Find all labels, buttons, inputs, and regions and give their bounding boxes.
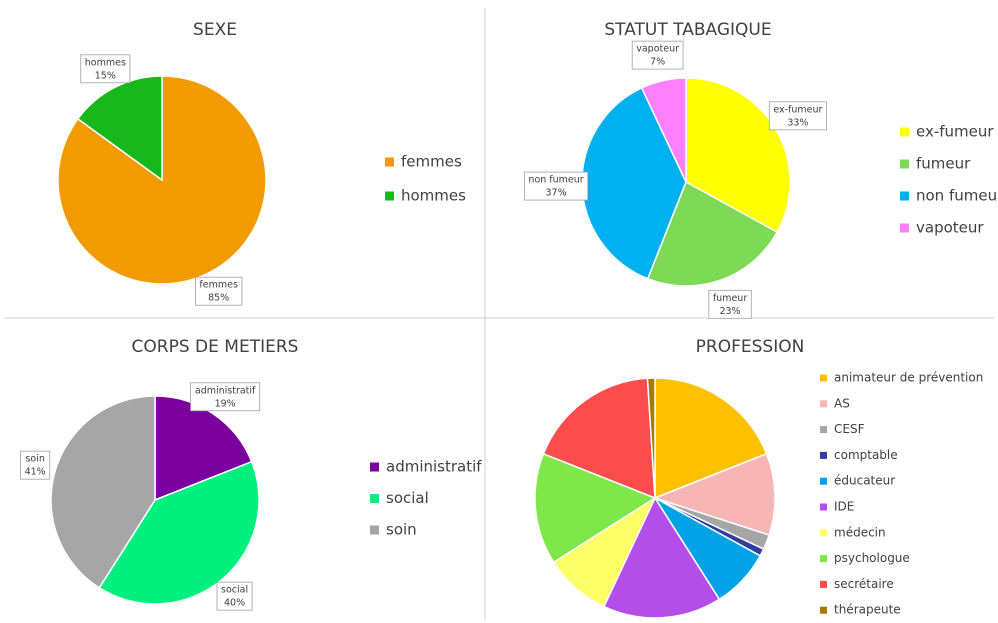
legend-swatch [370,494,379,503]
data-label: social 40% [216,581,253,611]
label-box [768,101,827,131]
data-label: administratif 19% [190,382,261,412]
legend-label: comptable [834,448,898,462]
pie-slice [76,75,163,182]
legend-swatch [820,426,827,434]
label-category: fumeur [713,293,747,304]
label-category: vapoteur [636,44,679,55]
label-box [190,382,261,412]
label-value: 85% [208,293,229,304]
label-box [80,54,131,84]
label-value: 37% [546,188,567,199]
legend-label: éducateur [834,474,895,488]
label-box [216,581,253,611]
legend-label: secrétaire [834,577,894,591]
legend-label: vapoteur [916,219,984,237]
legend-label: AS [834,396,850,410]
legend-swatch [900,223,909,233]
label-box [20,450,51,480]
pie-slice [534,452,657,564]
label-value: 41% [25,467,46,478]
legend-label: médecin [834,525,886,539]
data-label: hommes 15% [80,54,131,84]
pie-slice [640,77,687,183]
label-value: 33% [787,117,808,128]
pie-slice [154,395,253,502]
label-category: non fumeur [528,175,583,186]
legend-label: non fumeur [916,187,998,205]
label-box [631,40,684,70]
legend-label: social [386,489,429,507]
pie-slice [542,377,656,500]
pie-slice [652,452,776,537]
label-category: soin [25,454,44,465]
label-category: hommes [85,57,126,68]
legend-swatch [820,374,827,382]
label-category: social [221,585,248,596]
legend-label: femmes [401,153,462,171]
pie-slice [602,496,721,619]
legend-swatch [370,462,379,472]
legend-swatch [900,159,909,169]
legend-swatch [900,127,909,137]
legend-swatch [385,157,394,167]
pie-slice [654,377,768,500]
legend-swatch [820,555,827,563]
label-category: femmes [199,280,238,291]
label-value: 15% [95,70,116,81]
label-box [523,171,589,201]
legend-swatch [820,529,827,537]
data-label: femmes 85% [194,276,243,306]
label-category: administratif [195,385,256,396]
data-label: soin 41% [20,450,51,480]
pie-slice [646,377,656,499]
pie-slice [98,460,260,605]
legend-label: hommes [401,187,466,205]
chart-title: SEXE [193,20,237,40]
chart-title: CORPS DE METIERS [132,337,299,357]
legend-label: fumeur [916,155,971,173]
legend-swatch [820,400,827,408]
label-value: 40% [224,598,245,609]
chart-title: PROFESSION [696,337,805,357]
label-value: 19% [215,398,236,409]
label-value: 7% [650,57,665,68]
label-box [708,289,752,319]
legend-label: ex-fumeur [916,123,994,141]
legend-swatch [820,606,827,614]
legend-swatch [820,477,827,485]
pie-slice [646,180,779,287]
legend-swatch [385,191,394,201]
legend-swatch [370,525,379,535]
legend-label: IDE [834,500,854,514]
data-label: fumeur 23% [708,289,752,319]
legend-label: soin [386,521,417,539]
chart-title: STATUT TABAGIQUE [604,20,771,40]
label-category: ex-fumeur [773,104,822,115]
legend-swatch [820,451,827,459]
legend-swatch [820,580,827,588]
data-label: non fumeur 37% [523,171,589,201]
legend-label: thérapeute [834,603,901,617]
legend-label: CESF [834,422,865,436]
legend-swatch [820,503,827,511]
legend-label: psychologue [834,551,910,565]
legend-swatch [900,191,909,201]
legend-label: animateur de prévention [834,371,983,385]
legend-label: administratif [386,458,482,476]
label-box [194,276,243,306]
data-label: vapoteur 7% [631,40,684,70]
label-value: 23% [719,306,740,317]
pie-slice [50,395,156,589]
data-label: ex-fumeur 33% [768,101,827,131]
